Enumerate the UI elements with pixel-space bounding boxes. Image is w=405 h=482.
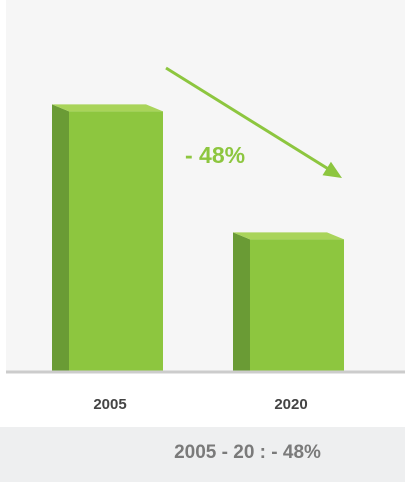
- bar-side-2020: [233, 232, 250, 371]
- bar-top-2020: [233, 232, 344, 240]
- summary-box-left: [0, 427, 90, 482]
- bar-2020: [233, 232, 344, 371]
- bar-2005: [52, 104, 163, 371]
- bar-side-2005: [52, 104, 69, 371]
- summary-text: 2005 - 20 : - 48%: [174, 442, 321, 463]
- bar-front-2005: [69, 111, 163, 371]
- bar-top-2005: [52, 104, 163, 112]
- trend-arrow: [165, 66, 331, 172]
- trend-arrow-head: [322, 161, 342, 178]
- x-tick-label-2005: 2005: [93, 396, 127, 413]
- change-percentage-label: - 48%: [185, 142, 246, 168]
- summary-box: [90, 427, 405, 482]
- bar-front-2020: [250, 239, 344, 371]
- x-tick-label-2020: 2020: [274, 396, 308, 413]
